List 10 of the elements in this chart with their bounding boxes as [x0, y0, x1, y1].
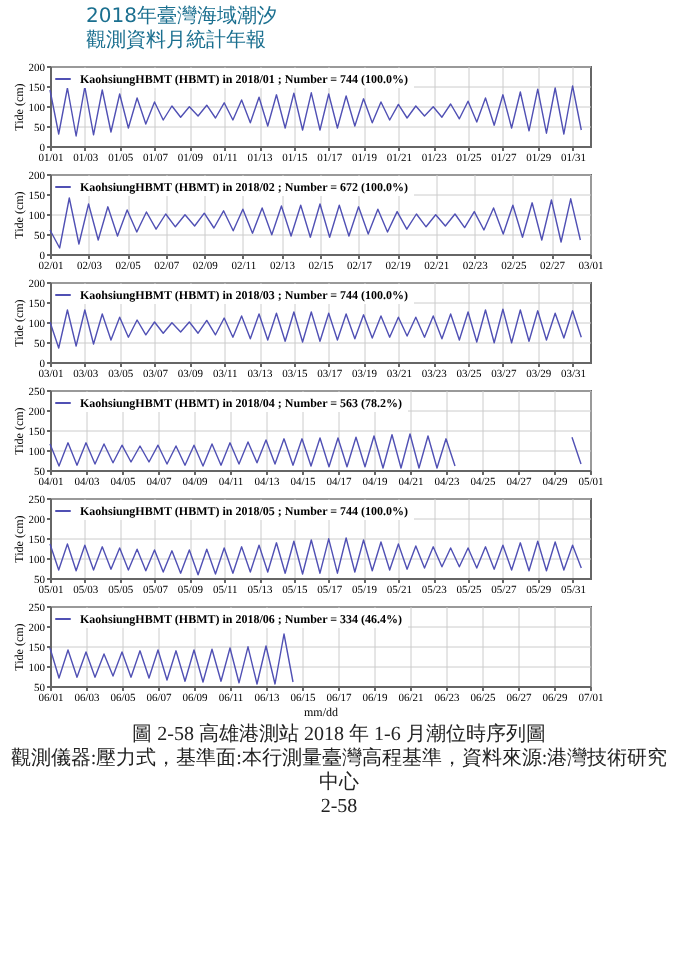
line-series: [49, 633, 294, 685]
line-series: [49, 197, 582, 249]
line-series: [49, 85, 582, 137]
text: 2018年臺灣海域潮汐: [86, 6, 277, 29]
text: 觀測儀器:壓力式，基準面:本行測量臺灣高程基準，資料來源:港灣技術研究中心: [8, 748, 670, 796]
caption: 圖 2-58 高雄港測站 2018 年 1-6 月潮位時序列圖: [130, 724, 548, 747]
line-series: [49, 537, 582, 576]
line-series: [49, 308, 582, 349]
text: 2-58: [318, 796, 360, 820]
text: 觀測資料月統計年報: [86, 30, 266, 54]
